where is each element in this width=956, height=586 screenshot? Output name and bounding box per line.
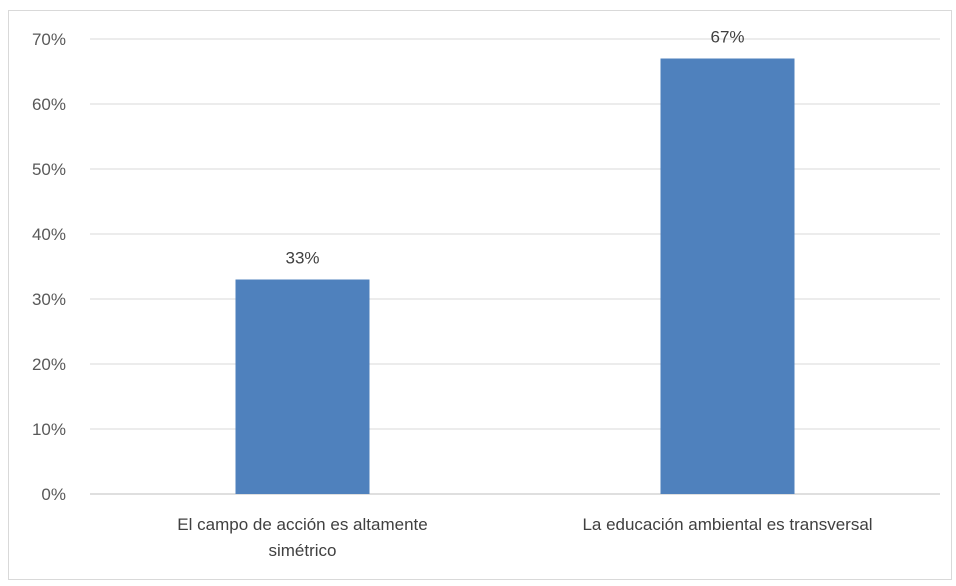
category-label: simétrico — [268, 541, 336, 560]
bar — [660, 58, 795, 494]
x-axis: El campo de acción es altamente simétrico… — [177, 515, 872, 560]
data-labels: 33% 67% — [285, 28, 744, 268]
y-tick-label: 10% — [32, 420, 66, 439]
data-label: 67% — [710, 28, 744, 47]
y-tick-label: 50% — [32, 160, 66, 179]
y-tick-label: 0% — [41, 485, 66, 504]
chart-frame — [8, 10, 952, 580]
category-label: La educación ambiental es transversal — [582, 515, 872, 534]
gridlines — [90, 38, 940, 495]
data-label: 33% — [285, 249, 319, 268]
bar — [235, 279, 370, 494]
y-tick-label: 70% — [32, 30, 66, 49]
y-tick-label: 40% — [32, 225, 66, 244]
bars — [235, 58, 795, 494]
y-tick-label: 60% — [32, 95, 66, 114]
y-tick-label: 20% — [32, 355, 66, 374]
y-axis: 0% 10% 20% 30% 40% 50% 60% 70% — [32, 30, 66, 504]
category-label: El campo de acción es altamente — [177, 515, 427, 534]
y-tick-label: 30% — [32, 290, 66, 309]
